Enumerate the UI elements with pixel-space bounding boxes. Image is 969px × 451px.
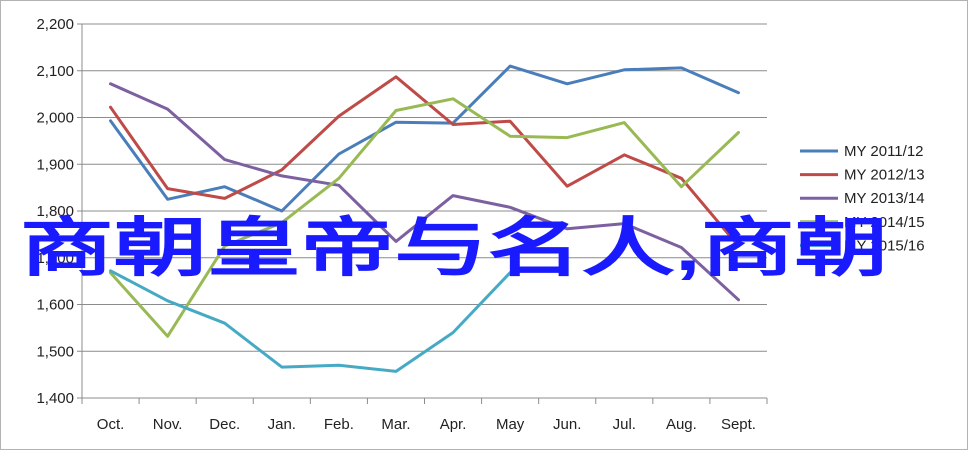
series-line-1 (109, 64, 740, 213)
x-tick-labels: Oct. Nov. Dec. Jan. Feb. Mar. Apr. May Jun. Jul. A… (97, 416, 756, 433)
x-tick-label: Mar. (381, 416, 410, 433)
series-line-5 (109, 269, 512, 373)
y-tick-label: 1,600 (36, 297, 74, 314)
series-line-3 (109, 82, 740, 302)
x-tick-label: May (496, 416, 525, 433)
series-line-4 (109, 97, 740, 338)
y-tick-label: 1,500 (36, 343, 74, 360)
legend-label: MY 2013/14 (844, 190, 925, 207)
overlay-text: 商朝皇帝与名人,商朝 (20, 212, 888, 284)
y-tick-label: 1,900 (36, 156, 74, 173)
y-tick-label: 2,200 (36, 16, 74, 33)
y-tick-label: 1,700 (36, 250, 74, 267)
x-tick-label: Dec. (209, 416, 240, 433)
x-tick-label: Jan. (268, 416, 296, 433)
x-tick-label: Jul. (613, 416, 636, 433)
x-tick-label: Oct. (97, 416, 125, 433)
legend-label: MY 2015/16 (844, 237, 925, 254)
x-tick-label: Apr. (440, 416, 467, 433)
y-tick-label: 2,000 (36, 110, 74, 127)
legend: MY 2011/12 MY 2012/13 MY 2013/14 MY 2014/15… (800, 143, 925, 254)
legend-label: MY 2011/12 (844, 143, 924, 160)
x-tick-label: Aug. (666, 416, 697, 433)
legend-label: MY 2012/13 (844, 167, 925, 184)
y-tick-label: 1,400 (36, 390, 74, 407)
y-tick-label: 2,100 (36, 63, 74, 80)
axes (77, 23, 768, 404)
x-tick-label: Feb. (324, 416, 354, 433)
series-lines (109, 64, 740, 373)
series-line-2 (109, 75, 740, 248)
y-tick-labels: 1,400 1,500 1,600 1,700 1,800 1,900 2,000 2,100… (36, 16, 74, 407)
y-tick-label: 1,800 (36, 203, 74, 220)
x-tick-label: Sept. (721, 416, 756, 433)
x-tick-label: Jun. (553, 416, 581, 433)
legend-label: MY 2014/15 (844, 214, 925, 231)
x-tick-label: Nov. (153, 416, 183, 433)
